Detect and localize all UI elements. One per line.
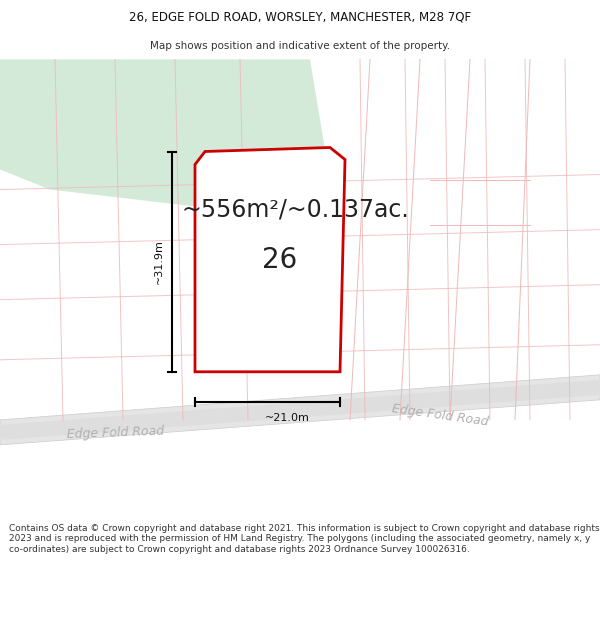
Polygon shape: [195, 148, 345, 372]
Text: ~21.0m: ~21.0m: [265, 413, 310, 423]
Polygon shape: [0, 375, 600, 445]
Polygon shape: [0, 59, 330, 214]
Text: ~556m²/~0.137ac.: ~556m²/~0.137ac.: [181, 198, 409, 222]
Text: ~31.9m: ~31.9m: [154, 239, 164, 284]
Text: 26, EDGE FOLD ROAD, WORSLEY, MANCHESTER, M28 7QF: 26, EDGE FOLD ROAD, WORSLEY, MANCHESTER,…: [129, 10, 471, 23]
Text: Map shows position and indicative extent of the property.: Map shows position and indicative extent…: [150, 41, 450, 51]
Text: 26: 26: [262, 246, 298, 274]
Polygon shape: [0, 380, 600, 440]
Text: Edge Fold Road: Edge Fold Road: [391, 402, 489, 428]
Text: Contains OS data © Crown copyright and database right 2021. This information is : Contains OS data © Crown copyright and d…: [9, 524, 599, 554]
Text: Edge Fold Road: Edge Fold Road: [66, 424, 164, 441]
